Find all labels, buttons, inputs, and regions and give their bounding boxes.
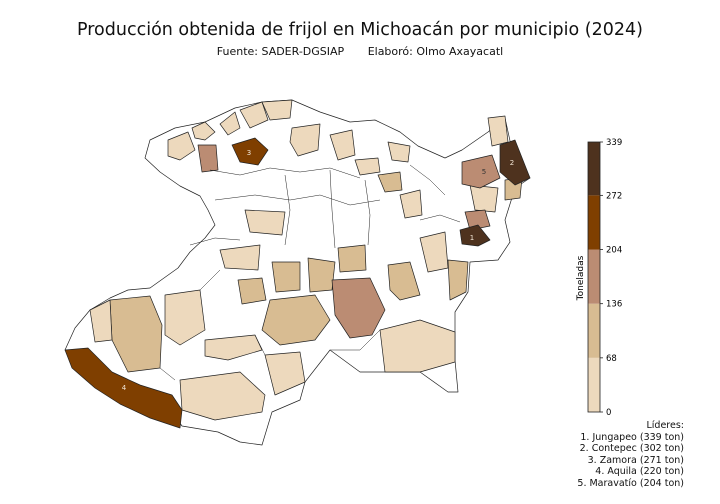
municipality-contepec: [499, 139, 531, 186]
municipality: [237, 277, 267, 305]
municipality: [197, 144, 219, 173]
municipality: [464, 209, 491, 231]
colorbar-bin-0: [588, 357, 600, 412]
map-subtitle: Fuente: SADER-DGSIAP Elaboró: Olmo Axaya…: [0, 45, 720, 58]
municipality: [354, 157, 381, 176]
colorbar-tick-label: 272: [606, 191, 622, 201]
municipality-aquila: [64, 347, 183, 429]
municipality: [261, 99, 293, 121]
leader-item: 4. Aquila (220 ton): [595, 466, 684, 478]
leader-item: 5. Maravatío (204 ton): [577, 477, 684, 489]
colorbar-bin-1: [588, 303, 600, 358]
municipality: [89, 299, 113, 343]
municipality: [469, 184, 499, 213]
municipality: [239, 101, 269, 129]
leaders-heading: Líderes:: [646, 420, 685, 431]
municipality: [271, 261, 301, 293]
map-title: Producción obtenida de frijol en Michoac…: [77, 20, 643, 40]
municipality-jungapeo: [459, 224, 491, 247]
municipality: [387, 261, 421, 301]
municipality: [219, 111, 241, 136]
colorbar-tick-label: 339: [606, 138, 622, 148]
colorbar-bin-2: [588, 249, 600, 304]
leaders-legend: Líderes: 1. Jungapeo (339 ton) 2. Contep…: [577, 420, 684, 490]
municipality: [264, 351, 306, 396]
colorbar-bin-3: [588, 195, 600, 250]
municipality: [289, 123, 321, 157]
municipality: [191, 121, 216, 141]
colorbar-bin-4: [588, 142, 600, 196]
source-credit: Fuente: SADER-DGSIAP: [216, 45, 345, 58]
municipality: [331, 277, 386, 339]
map-rank-label-3: 3: [247, 149, 251, 157]
map-rank-label-5: 5: [482, 168, 486, 176]
municipality-zamora: [231, 137, 269, 166]
municipality: [261, 294, 331, 346]
municipality: [307, 257, 336, 293]
municipality: [387, 141, 411, 163]
municipality: [167, 131, 196, 161]
colorbar-label: Toneladas: [576, 255, 586, 301]
colorbar-tick-label: 136: [606, 300, 622, 310]
map-rank-label-2: 2: [510, 159, 514, 167]
municipality: [447, 259, 469, 301]
colorbar-frame: [587, 141, 601, 413]
colorbar: 0 68 136 204 272 339: [587, 138, 622, 418]
colorbar-tick-label: 204: [606, 246, 622, 256]
leader-item: 3. Zamora (271 ton): [587, 454, 684, 466]
municipality: [329, 129, 356, 161]
municipality-maravatio: [461, 154, 501, 189]
municipality: [419, 231, 449, 273]
leader-item: 2. Contepec (302 ton): [579, 443, 684, 455]
municipality: [399, 189, 423, 219]
municipality: [244, 209, 286, 236]
author-credit: Elaboró: Olmo Axayacatl: [367, 45, 504, 58]
michoacan-map: 1 2 3 4 5: [64, 99, 531, 446]
map-rank-label-4: 4: [122, 384, 127, 392]
municipality: [377, 171, 403, 193]
municipality: [164, 289, 206, 346]
colorbar-tick-label: 68: [606, 354, 617, 364]
municipality: [204, 334, 263, 361]
municipality: [379, 319, 456, 373]
municipality: [337, 244, 367, 273]
map-rank-label-1: 1: [470, 234, 474, 242]
municipality: [219, 244, 261, 271]
leader-item: 1. Jungapeo (339 ton): [580, 431, 684, 443]
colorbar-tick-label: 0: [606, 408, 611, 418]
